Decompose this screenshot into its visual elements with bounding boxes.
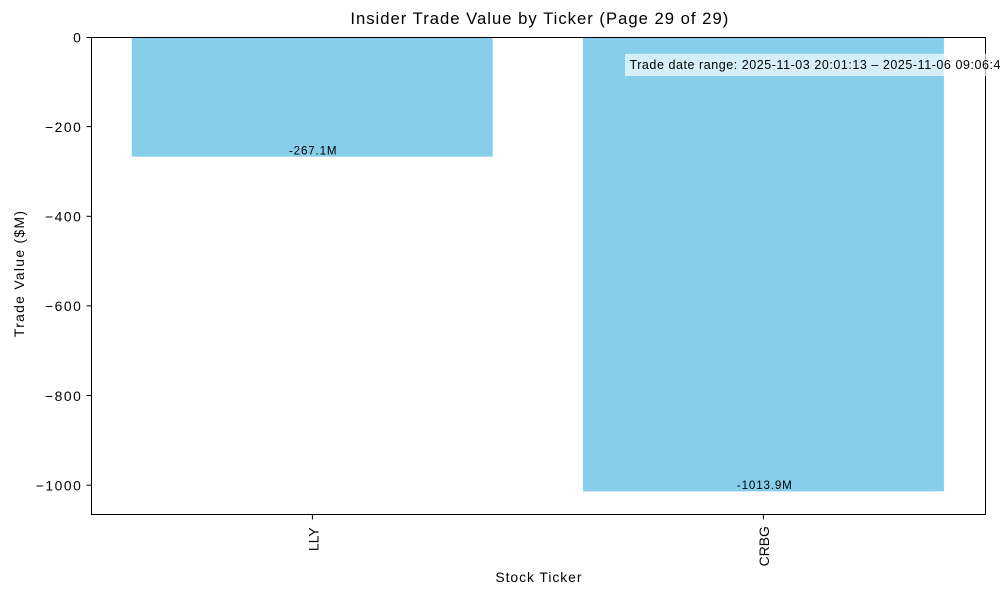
svg-text:Trade Value ($M): Trade Value ($M) [11,210,27,337]
svg-text:0: 0 [73,29,82,45]
svg-text:−400: −400 [45,209,82,225]
svg-text:Stock Ticker: Stock Ticker [495,569,582,585]
svg-text:LLY: LLY [305,527,321,551]
svg-text:−200: −200 [45,119,82,135]
svg-text:Insider Trade Value by Ticker: Insider Trade Value by Ticker (Page 29 o… [350,9,729,28]
svg-text:−600: −600 [45,298,82,314]
svg-text:−800: −800 [45,388,82,404]
svg-text:−1000: −1000 [36,477,83,493]
svg-text:Trade date range: 2025-11-03 2: Trade date range: 2025-11-03 20:01:13 – … [630,58,1000,72]
svg-text:-267.1M: -267.1M [289,144,337,157]
svg-text:CRBG: CRBG [756,526,772,566]
svg-text:-1013.9M: -1013.9M [737,479,793,492]
